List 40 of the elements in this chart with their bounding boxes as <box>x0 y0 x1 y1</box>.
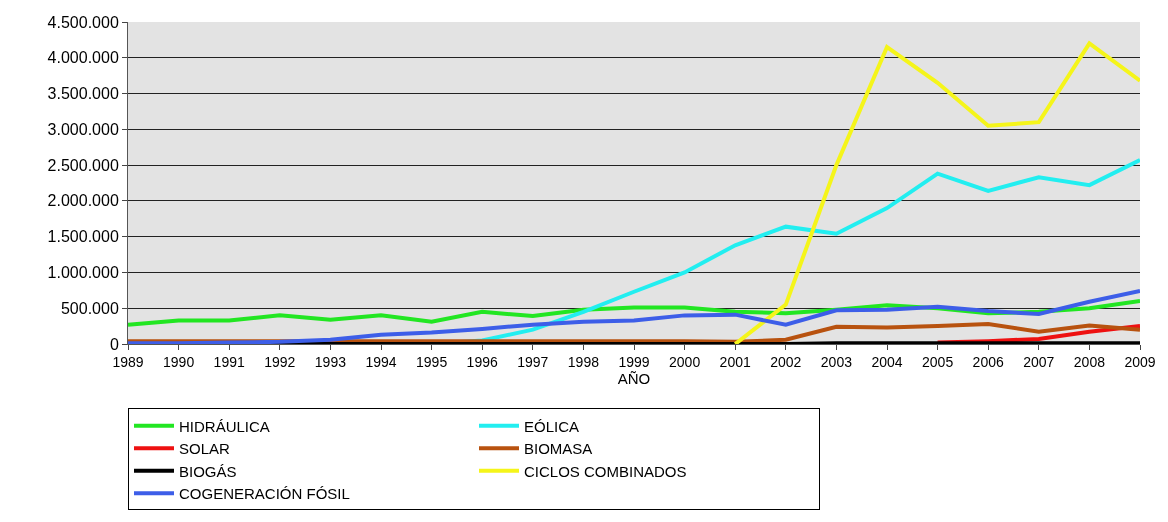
legend-label: SOLAR <box>179 440 231 457</box>
x-tick-label: 2002 <box>770 353 802 370</box>
x-tick-label: 1990 <box>163 353 195 370</box>
y-tick-label: 500.000 <box>60 299 119 317</box>
y-tick-label: 2.000.000 <box>47 192 119 210</box>
line-series <box>733 41 1140 344</box>
x-tick-label: 1999 <box>618 353 650 370</box>
x-tick-label: 2008 <box>1073 353 1106 370</box>
y-tick-label: 1.500.000 <box>47 228 119 246</box>
x-tick-label: 1994 <box>365 353 397 370</box>
y-tick-label: 0 <box>109 335 119 353</box>
legend-label: BIOMASA <box>524 440 593 457</box>
x-tick-label: 1995 <box>416 353 448 370</box>
x-tick-label: 2004 <box>871 353 903 370</box>
x-tick-label: 2003 <box>820 353 853 370</box>
y-tick-label: 4.500.000 <box>47 13 119 31</box>
x-axis-title: AÑO <box>617 369 651 387</box>
x-tick-label: 2000 <box>669 353 701 370</box>
y-tick-label: 4.000.000 <box>47 49 119 67</box>
y-tick-label: 1.000.000 <box>47 264 119 282</box>
x-tick-label: 2001 <box>719 353 751 370</box>
x-tick-label: 1993 <box>314 353 347 370</box>
x-tick-label: 1992 <box>264 353 296 370</box>
legend-label: HIDRÁULICA <box>179 417 270 435</box>
x-tick-label: 2006 <box>972 353 1004 370</box>
x-tick-label: 2007 <box>1023 353 1055 370</box>
x-tick-label: 2005 <box>922 353 954 370</box>
x-tick-label: 1996 <box>466 353 498 370</box>
legend-label: EÓLICA <box>524 417 580 435</box>
y-tick-label: 2.500.000 <box>47 156 119 174</box>
x-tick-label: 1989 <box>112 353 144 370</box>
y-tick-label: 3.000.000 <box>47 120 119 138</box>
x-tick-label: 2009 <box>1124 353 1156 370</box>
x-tick-label: 1998 <box>567 353 600 370</box>
y-tick-label: 3.500.000 <box>47 85 119 103</box>
legend-label: CICLOS COMBINADOS <box>524 462 687 480</box>
x-tick-label: 1997 <box>517 353 549 370</box>
legend-label: COGENERACIÓN FÓSIL <box>179 485 350 502</box>
legend-label: BIOGÁS <box>179 462 237 480</box>
x-tick-label: 1991 <box>213 353 245 370</box>
